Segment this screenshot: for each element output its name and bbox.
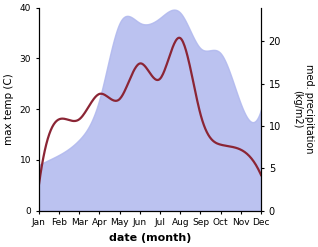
Y-axis label: med. precipitation
(kg/m2): med. precipitation (kg/m2) (292, 64, 314, 154)
X-axis label: date (month): date (month) (109, 233, 191, 243)
Y-axis label: max temp (C): max temp (C) (4, 73, 14, 145)
